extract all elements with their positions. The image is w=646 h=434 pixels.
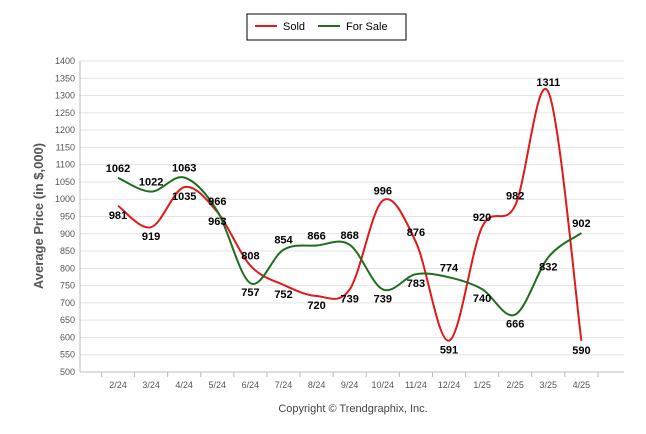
data-label-sold-2-25: 982 <box>506 190 524 202</box>
data-label-for-sale-4-24: 1063 <box>172 162 196 174</box>
legend-label-sold: Sold <box>283 21 305 33</box>
data-label-for-sale-8-24: 866 <box>307 231 325 243</box>
x-tick-label-3-24: 3/24 <box>142 380 160 390</box>
data-label-sold-9-24: 739 <box>341 293 359 305</box>
data-label-for-sale-1-25: 740 <box>473 293 491 305</box>
x-tick-label-11-24: 11/24 <box>405 380 427 390</box>
y-axis-label: Average Price (in $,000) <box>31 143 46 289</box>
y-tick-label-1050: 1050 <box>55 177 75 187</box>
data-label-for-sale-9-24: 868 <box>341 230 359 242</box>
data-label-for-sale-5-24: 966 <box>208 196 226 208</box>
data-label-sold-3-24: 919 <box>142 231 160 243</box>
x-tick-label-1-25: 1/25 <box>473 380 491 390</box>
data-label-sold-3-25: 1311 <box>536 77 560 89</box>
data-label-sold-10-24: 996 <box>374 186 392 198</box>
x-tick-label-2-25: 2/25 <box>506 380 524 390</box>
legend: Sold For Sale <box>246 13 407 41</box>
data-label-for-sale-4-25: 902 <box>572 218 590 230</box>
y-tick-label-800: 800 <box>60 263 75 273</box>
data-label-sold-6-24: 808 <box>241 251 259 263</box>
data-label-for-sale-11-24: 783 <box>407 278 425 290</box>
data-label-for-sale-3-25: 832 <box>539 261 557 273</box>
data-labels: 981 919 1035 963 808 752 720 739 996 876 591 920 982… <box>106 77 591 357</box>
data-label-for-sale-7-24: 854 <box>274 235 293 247</box>
data-label-sold-1-25: 920 <box>473 212 491 224</box>
data-label-for-sale-12-24: 774 <box>440 262 459 274</box>
x-axis: 2/24 3/24 4/24 5/24 6/24 7/24 8/24 9/24 10/24 11/… <box>80 371 624 390</box>
x-tick-label-9-24: 9/24 <box>341 380 359 390</box>
data-label-sold-5-24: 963 <box>208 216 226 228</box>
data-label-sold-2-24: 981 <box>109 210 127 222</box>
data-label-sold-8-24: 720 <box>307 300 325 312</box>
y-tick-label-500: 500 <box>60 367 75 377</box>
x-tick-label-4-25: 4/25 <box>573 380 591 390</box>
y-tick-label-1100: 1100 <box>56 160 75 170</box>
y-tick-label-950: 950 <box>60 212 75 222</box>
series-lines <box>117 87 583 342</box>
x-tick-label-4-24: 4/24 <box>175 380 193 390</box>
data-label-for-sale-6-24: 757 <box>241 287 259 299</box>
legend-label-for-sale: For Sale <box>346 21 388 33</box>
data-label-for-sale-10-24: 739 <box>374 293 392 305</box>
series-line-sold <box>117 87 583 342</box>
data-label-for-sale-2-24: 1062 <box>106 163 130 175</box>
data-label-sold-11-24: 876 <box>407 227 425 239</box>
y-tick-label-1000: 1000 <box>55 194 75 204</box>
series-line-for-sale <box>117 176 582 317</box>
y-tick-label-1200: 1200 <box>55 125 75 135</box>
y-tick-label-900: 900 <box>60 229 75 239</box>
y-tick-label-1150: 1150 <box>56 142 75 152</box>
y-tick-label-750: 750 <box>60 281 75 291</box>
y-axis: 500 550 600 650 700 750 800 850 900 950 1000 1050 11… <box>55 56 81 377</box>
x-tick-label-2-24: 2/24 <box>109 380 127 390</box>
data-label-for-sale-3-24: 1022 <box>139 177 163 189</box>
data-label-sold-4-24: 1035 <box>172 191 196 203</box>
x-tick-label-10-24: 10/24 <box>372 380 395 390</box>
y-tick-label-1400: 1400 <box>55 56 75 66</box>
x-tick-label-5-24: 5/24 <box>209 380 227 390</box>
data-label-sold-12-24: 591 <box>440 345 458 357</box>
y-tick-label-1300: 1300 <box>55 91 75 101</box>
y-tick-label-1350: 1350 <box>55 73 75 83</box>
y-tick-label-600: 600 <box>60 332 75 342</box>
y-tick-label-700: 700 <box>60 298 75 308</box>
x-tick-label-7-24: 7/24 <box>275 380 293 390</box>
copyright-credit: Copyright © Trendgraphix, Inc. <box>278 403 427 415</box>
x-tick-label-8-24: 8/24 <box>308 380 326 390</box>
data-label-for-sale-2-25: 666 <box>506 319 524 331</box>
y-tick-label-850: 850 <box>60 246 75 256</box>
y-tick-label-650: 650 <box>60 315 75 325</box>
y-tick-label-1250: 1250 <box>55 108 75 118</box>
y-tick-label-550: 550 <box>60 350 75 360</box>
data-label-sold-4-25: 590 <box>572 345 590 357</box>
x-tick-label-6-24: 6/24 <box>242 380 260 390</box>
x-tick-label-12-24: 12/24 <box>438 380 461 390</box>
x-tick-label-3-25: 3/25 <box>540 380 558 390</box>
data-label-sold-7-24: 752 <box>274 289 292 301</box>
